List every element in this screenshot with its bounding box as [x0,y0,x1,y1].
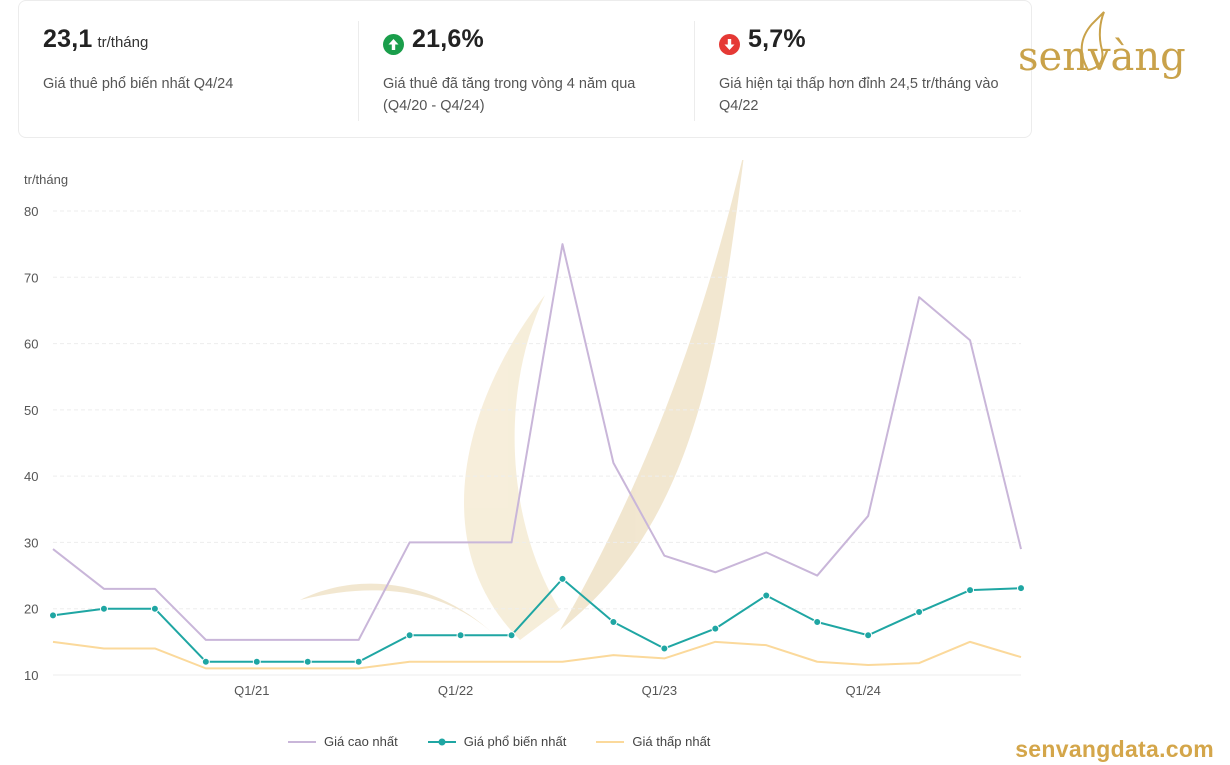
data-point[interactable] [252,657,261,666]
y-tick-label: 70 [24,270,38,285]
y-tick-label: 10 [24,668,38,683]
y-tick-label: 80 [24,204,38,219]
stat-unit: tr/tháng [97,34,149,51]
data-point[interactable] [558,574,567,583]
legend-label: Giá cao nhất [324,734,398,749]
legend-item-popular[interactable]: Giá phổ biến nhất [427,734,567,749]
stat-value: 23,1 [43,25,93,53]
watermark [300,160,744,640]
legend-item-highest[interactable]: Giá cao nhất [288,734,398,749]
x-tick-label: Q1/24 [845,683,880,698]
senvang-logo: senvàng [1018,4,1223,84]
arrow-down-icon [719,33,740,55]
series-0 [52,243,1022,641]
stat-below-peak: 5,7% Giá hiện tại thấp hơn đỉnh 24,5 tr/… [719,25,1009,117]
data-point[interactable] [456,631,465,640]
series-line [52,577,1022,663]
legend-swatch [427,735,456,749]
series-group [49,243,1025,670]
logo-wordmark: senvàng [1018,34,1186,80]
stat-value: 5,7% [748,25,806,53]
grid-lines [53,210,1021,676]
data-point[interactable] [813,617,822,626]
data-point[interactable] [762,591,771,600]
y-tick-label: 50 [24,403,38,418]
stat-growth: 21,6% Giá thuê đã tăng trong vòng 4 năm … [383,25,673,117]
stat-description: Giá thuê đã tăng trong vòng 4 năm qua (Q… [383,76,636,114]
arrow-up-icon [383,33,404,55]
data-point[interactable] [405,631,414,640]
y-axis-label: tr/tháng [24,172,68,187]
legend-label: Giá phổ biến nhất [463,734,567,749]
data-point[interactable] [507,631,516,640]
data-point[interactable] [99,604,108,613]
legend-swatch [288,735,316,749]
x-tick-label: Q1/22 [438,683,473,698]
data-point[interactable] [609,617,618,626]
series-1 [49,574,1025,666]
series-line [52,640,1022,670]
stats-card: 23,1 tr/tháng Giá thuê phổ biến nhất Q4/… [18,0,1032,138]
stat-value: 21,6% [412,25,484,53]
y-tick-label: 30 [24,535,38,550]
stat-description: Giá thuê phổ biến nhất Q4/24 [43,76,234,92]
rent-price-line-chart: 10 20 30 40 50 60 70 80 Q1/21 Q1/22 Q1/23 Q1/24 tr… [24,160,1025,698]
data-point[interactable] [49,611,57,620]
data-point[interactable] [201,657,210,666]
data-point[interactable] [303,657,312,666]
data-point[interactable] [354,657,363,666]
data-point[interactable] [864,631,873,640]
legend-swatch [596,735,625,749]
series-2 [52,640,1022,670]
legend-label: Giá thấp nhất [632,734,711,749]
data-point[interactable] [660,644,669,653]
legend-item-lowest[interactable]: Giá thấp nhất [596,734,710,749]
divider [358,21,359,121]
y-axis: 10 20 30 40 50 60 70 80 [24,204,38,683]
y-tick-label: 60 [24,337,38,352]
site-url: senvangdata.com [1015,736,1214,762]
x-axis: Q1/21 Q1/22 Q1/23 Q1/24 [234,683,881,698]
stat-popular-price: 23,1 tr/tháng Giá thuê phổ biến nhất Q4/… [43,25,333,95]
legend: Giá cao nhất Giá phổ biến nhất Giá thấp … [288,734,710,749]
divider [694,21,695,121]
data-point[interactable] [915,608,924,617]
y-tick-label: 40 [24,469,38,484]
data-point[interactable] [1017,584,1025,593]
x-tick-label: Q1/23 [642,683,677,698]
data-point[interactable] [711,624,720,633]
data-point[interactable] [966,586,975,595]
stat-description: Giá hiện tại thấp hơn đỉnh 24,5 tr/tháng… [719,76,999,114]
x-tick-label: Q1/21 [234,683,269,698]
data-point[interactable] [150,604,159,613]
y-tick-label: 20 [24,602,38,617]
series-line [52,243,1022,641]
